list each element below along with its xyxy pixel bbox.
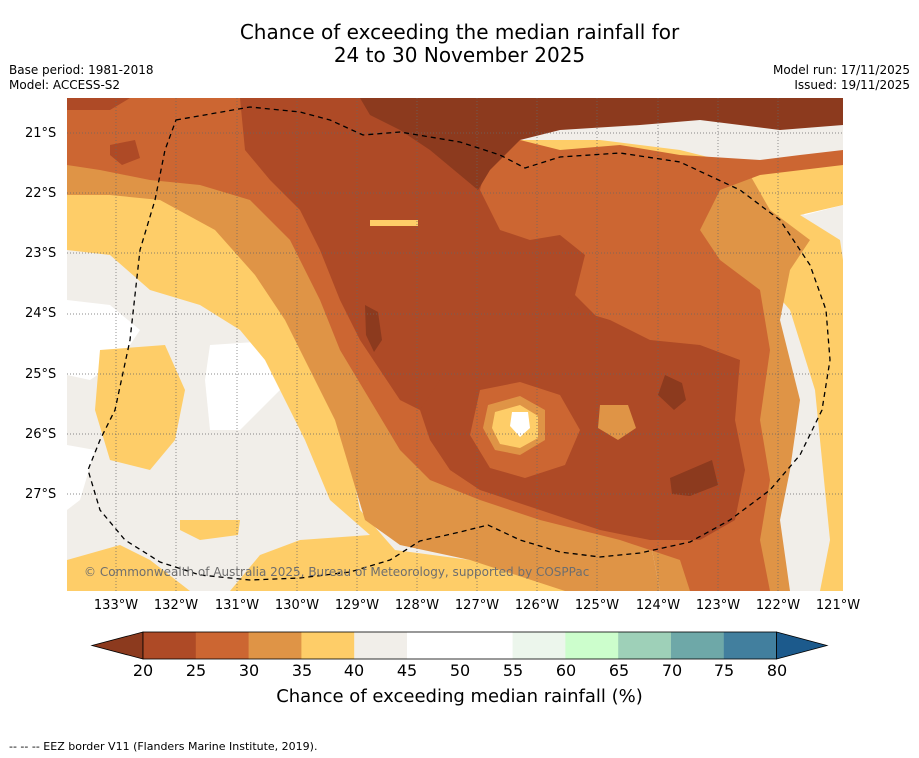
colorbar-tick: 70 [661,661,683,680]
colorbar-segment [301,632,355,659]
model-name: Model: ACCESS-S2 [9,78,121,92]
region-35-40-west [67,185,610,591]
colorbar-extend-low [90,631,144,660]
colorbar-segment [354,632,408,659]
region-35-40-streak [370,220,418,226]
issued-date: Issued: 19/11/2025 [794,78,910,92]
lon-tick: 127°W [454,598,500,613]
region-20-25-corner [67,98,130,110]
gridlines [67,98,843,591]
colorbar-segment [512,632,566,659]
region-under-20-east [658,375,686,410]
region-under-20-north [360,98,843,190]
region-30-35-eastpatch [598,405,636,440]
colorbar-frame [142,631,777,660]
lat-tick: 26°S [25,427,57,442]
lat-tick: 24°S [25,306,57,321]
colorbar-tick: 75 [713,661,735,680]
colorbar-tick: 65 [608,661,630,680]
colorbar-segment [143,632,197,659]
colorbar-segment [195,632,250,659]
colorbar-segment [565,632,619,659]
colorbar-extend-high [776,631,829,660]
colorbar-tick: 45 [396,661,418,680]
region-45-50-ring-eye [510,412,530,437]
colorbar-segment [248,632,302,659]
lat-tick: 22°S [25,186,57,201]
eez-border [87,106,831,581]
colorbar [90,631,829,660]
colorbar-tick: 50 [449,661,471,680]
lon-tick: 130°W [274,598,320,613]
colorbar-segment [407,632,461,659]
lat-tick: 25°S [25,367,57,382]
lon-tick: 131°W [214,598,260,613]
region-45-50-west [67,300,140,380]
colorbar-tick: 25 [185,661,207,680]
region-under-20-southeast [670,460,718,496]
colorbar-segment [723,632,778,659]
colorbar-segment [618,632,672,659]
meta-right: Model run: 17/11/2025 Issued: 19/11/2025 [773,63,910,93]
map-fields [67,98,843,591]
colorbar-tick: 35 [291,661,313,680]
map-title-line2: 24 to 30 November 2025 [333,43,586,67]
region-under-20-spot [365,305,382,352]
lon-tick: 121°W [815,598,861,613]
region-20-25-south [420,300,745,540]
colorbar-tick: 20 [132,661,154,680]
lat-tick: 23°S [25,246,57,261]
region-35-40-southwest [67,545,190,591]
lon-tick: 123°W [695,598,741,613]
colorbar-tick: 60 [555,661,577,680]
colorbar-tick: 30 [238,661,260,680]
lon-tick: 124°W [635,598,681,613]
lon-tick: 133°W [93,598,139,613]
lon-tick: 126°W [514,598,560,613]
lat-tick: 21°S [25,126,57,141]
copyright-notice: © Commonwealth of Australia 2025, Bureau… [84,565,590,579]
region-20-25-dot [110,140,140,165]
lon-tick: 129°W [334,598,380,613]
meta-left: Base period: 1981-2018 Model: ACCESS-S2 [9,63,154,93]
colorbar-tick: 40 [343,661,365,680]
base-period: Base period: 1981-2018 [9,63,154,77]
lon-tick: 132°W [153,598,199,613]
lon-tick: 128°W [394,598,440,613]
map-title-line1: Chance of exceeding the median rainfall … [239,20,680,44]
region-35-40-island [95,345,185,470]
model-run: Model run: 17/11/2025 [772,63,910,77]
colorbar-segment [459,632,514,659]
colorbar-tick: 55 [502,661,524,680]
colorbar-title: Chance of exceeding median rainfall (%) [276,686,643,707]
colorbar-segment [671,632,725,659]
lon-tick: 122°W [755,598,801,613]
lon-tick: 125°W [574,598,620,613]
region-35-40-south-patch [180,520,240,540]
eez-footnote: -- -- -- EEZ border V11 (Flanders Marine… [9,740,318,753]
colorbar-tick: 80 [766,661,788,680]
lat-tick: 27°S [25,487,57,502]
